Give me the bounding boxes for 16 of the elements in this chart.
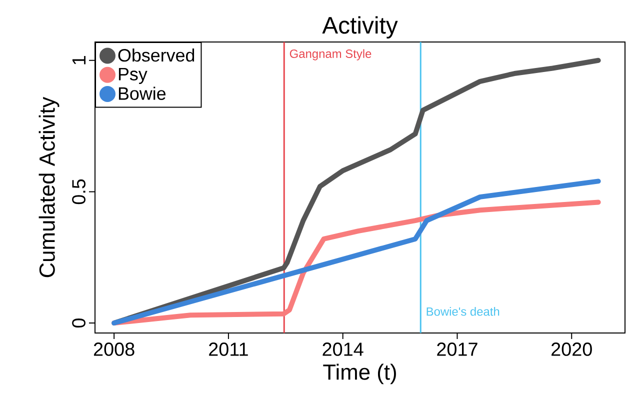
- x-axis-title: Time (t): [323, 364, 396, 384]
- x-tick-label: 2008: [94, 342, 134, 356]
- legend-label: Psy: [118, 68, 148, 84]
- y-tick-label: 0: [72, 318, 86, 328]
- x-tick-label: 2011: [209, 342, 248, 356]
- chart-title: Activity: [322, 16, 398, 39]
- ref-line-label: Bowie's death: [426, 307, 500, 316]
- legend-label: Bowie: [118, 86, 166, 100]
- legend-label: Observed: [118, 48, 194, 62]
- y-tick-label: 0.5: [72, 179, 86, 204]
- y-tick-label: 1: [72, 56, 86, 64]
- ref-line-label: Gangnam Style: [290, 49, 372, 60]
- y-axis-title: Cumulated Activity: [38, 96, 60, 278]
- x-tick-label: 2017: [437, 342, 478, 356]
- x-tick-label: 2014: [322, 342, 364, 356]
- x-tick-label: 2020: [552, 342, 592, 356]
